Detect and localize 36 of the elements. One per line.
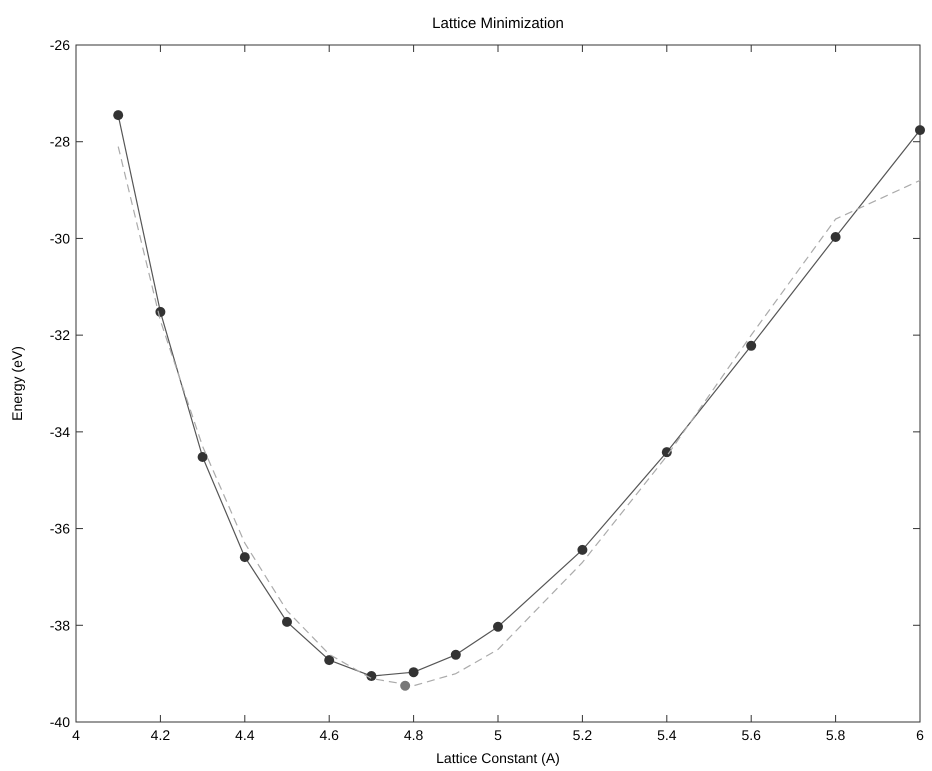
x-tick-label: 5.4 (657, 727, 677, 743)
point (408, 667, 419, 678)
point (915, 125, 925, 136)
x-tick-label: 5.2 (572, 727, 592, 743)
chart-title: Lattice Minimization (432, 15, 564, 32)
y-tick-label: -36 (50, 520, 70, 537)
y-tick-label: -34 (50, 424, 70, 440)
x-tick-label: 4 (72, 727, 80, 743)
y-tick-label: -28 (50, 134, 70, 150)
y-tick-label: -30 (50, 230, 70, 246)
point (830, 232, 841, 242)
point (282, 616, 292, 627)
x-tick-label: 4.2 (150, 727, 170, 743)
point (324, 655, 334, 666)
point (400, 680, 410, 691)
x-tick-label: 5.8 (826, 727, 846, 743)
y-tick-label: -40 (50, 714, 70, 730)
point (450, 650, 461, 660)
point (577, 544, 588, 555)
x-tick-label: 4.8 (404, 727, 424, 743)
point (240, 552, 250, 562)
x-tick-label: 5.6 (741, 727, 762, 743)
point (493, 622, 503, 632)
y-tick-label: -26 (50, 37, 70, 53)
y-tick-label: -32 (50, 327, 70, 344)
point (198, 452, 208, 462)
point (746, 340, 756, 351)
x-tick-label: 4.4 (235, 727, 255, 743)
point (113, 110, 124, 120)
x-axis-title: Lattice Constant (A) (436, 750, 560, 766)
point (366, 671, 376, 682)
y-tick-label: -38 (50, 617, 70, 634)
x-tick-label: 4.6 (319, 727, 340, 743)
x-tick-label: 6 (916, 727, 924, 743)
x-tick-label: 5 (494, 727, 502, 743)
y-axis-title: Energy (eV) (9, 346, 25, 421)
